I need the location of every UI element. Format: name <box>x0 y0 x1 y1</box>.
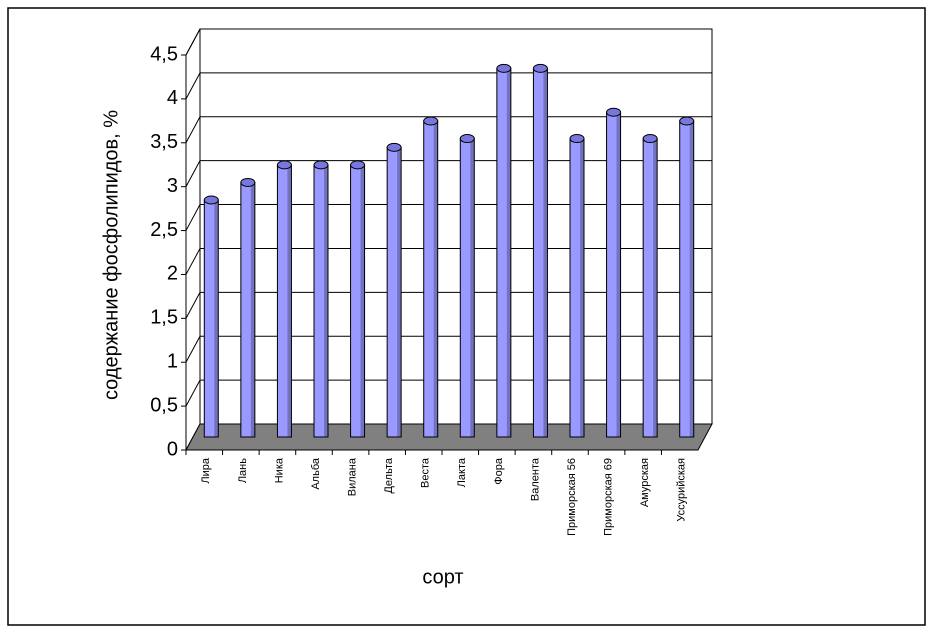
y-tick-label: 4,5 <box>150 43 178 65</box>
bar-shade <box>580 138 584 438</box>
y-tick-label: 4 <box>167 87 178 109</box>
bar-top <box>203 195 219 205</box>
bar-top <box>459 134 475 144</box>
bar-top <box>496 63 512 73</box>
x-tick-label: Дельта <box>383 457 395 493</box>
y-tick-label: 0,5 <box>150 394 178 416</box>
bar-shade <box>324 164 328 437</box>
bar-shade <box>287 164 292 437</box>
x-tick-label: Вилана <box>346 457 358 496</box>
grid-line <box>185 28 712 56</box>
bar-top <box>606 107 622 117</box>
x-tick-label: Альба <box>310 457 322 490</box>
x-tick-label: Веста <box>420 457 432 488</box>
bar-top <box>532 63 548 73</box>
x-tick-label: Фора <box>493 457 505 485</box>
y-tick-label: 3,5 <box>150 131 178 153</box>
y-tick-label: 2,5 <box>150 219 178 241</box>
bar-top <box>642 134 658 144</box>
bar-top <box>569 134 585 144</box>
back-wall <box>199 28 713 425</box>
bar-shade <box>250 182 255 437</box>
bar-shade <box>506 68 511 437</box>
y-tick-label: 0 <box>167 438 178 460</box>
x-tick-label: Лань <box>237 458 249 483</box>
x-tick-label: Уссурийская <box>676 458 688 522</box>
y-axis-title: содержание фосфолипидов, % <box>100 110 122 400</box>
x-tick-label: Лакта <box>456 457 468 487</box>
bar-shade <box>470 138 475 438</box>
bar-top <box>679 116 695 126</box>
x-tick-label: Лира <box>200 457 212 483</box>
bar-shade <box>360 164 365 437</box>
x-tick-label: Валента <box>529 457 541 501</box>
side-wall <box>185 28 201 451</box>
y-tick-label: 2 <box>167 263 178 285</box>
y-tick-label: 1,5 <box>150 307 178 329</box>
x-tick-label: Приморская 56 <box>566 458 578 536</box>
bar-shade <box>616 112 621 437</box>
bar-top <box>386 142 402 152</box>
x-axis-title: сорт <box>422 566 463 588</box>
bar-top <box>423 116 439 126</box>
bar-shade <box>433 121 438 437</box>
x-tick-label: Амурская <box>639 458 651 507</box>
x-tick-label: Ника <box>273 457 285 483</box>
y-tick-label: 3 <box>167 175 178 197</box>
bar-shade <box>543 68 548 437</box>
x-tick-label: Приморская 69 <box>602 458 614 536</box>
bar-top <box>240 177 256 187</box>
bar-top <box>276 160 292 170</box>
bar-shade <box>653 138 658 438</box>
floor <box>185 423 713 451</box>
bar-top <box>350 160 366 170</box>
bar-shade <box>397 147 402 438</box>
y-tick-label: 1 <box>167 351 178 373</box>
bar-shade <box>214 200 219 437</box>
bar-shade <box>689 121 694 437</box>
bar-top <box>313 160 329 170</box>
